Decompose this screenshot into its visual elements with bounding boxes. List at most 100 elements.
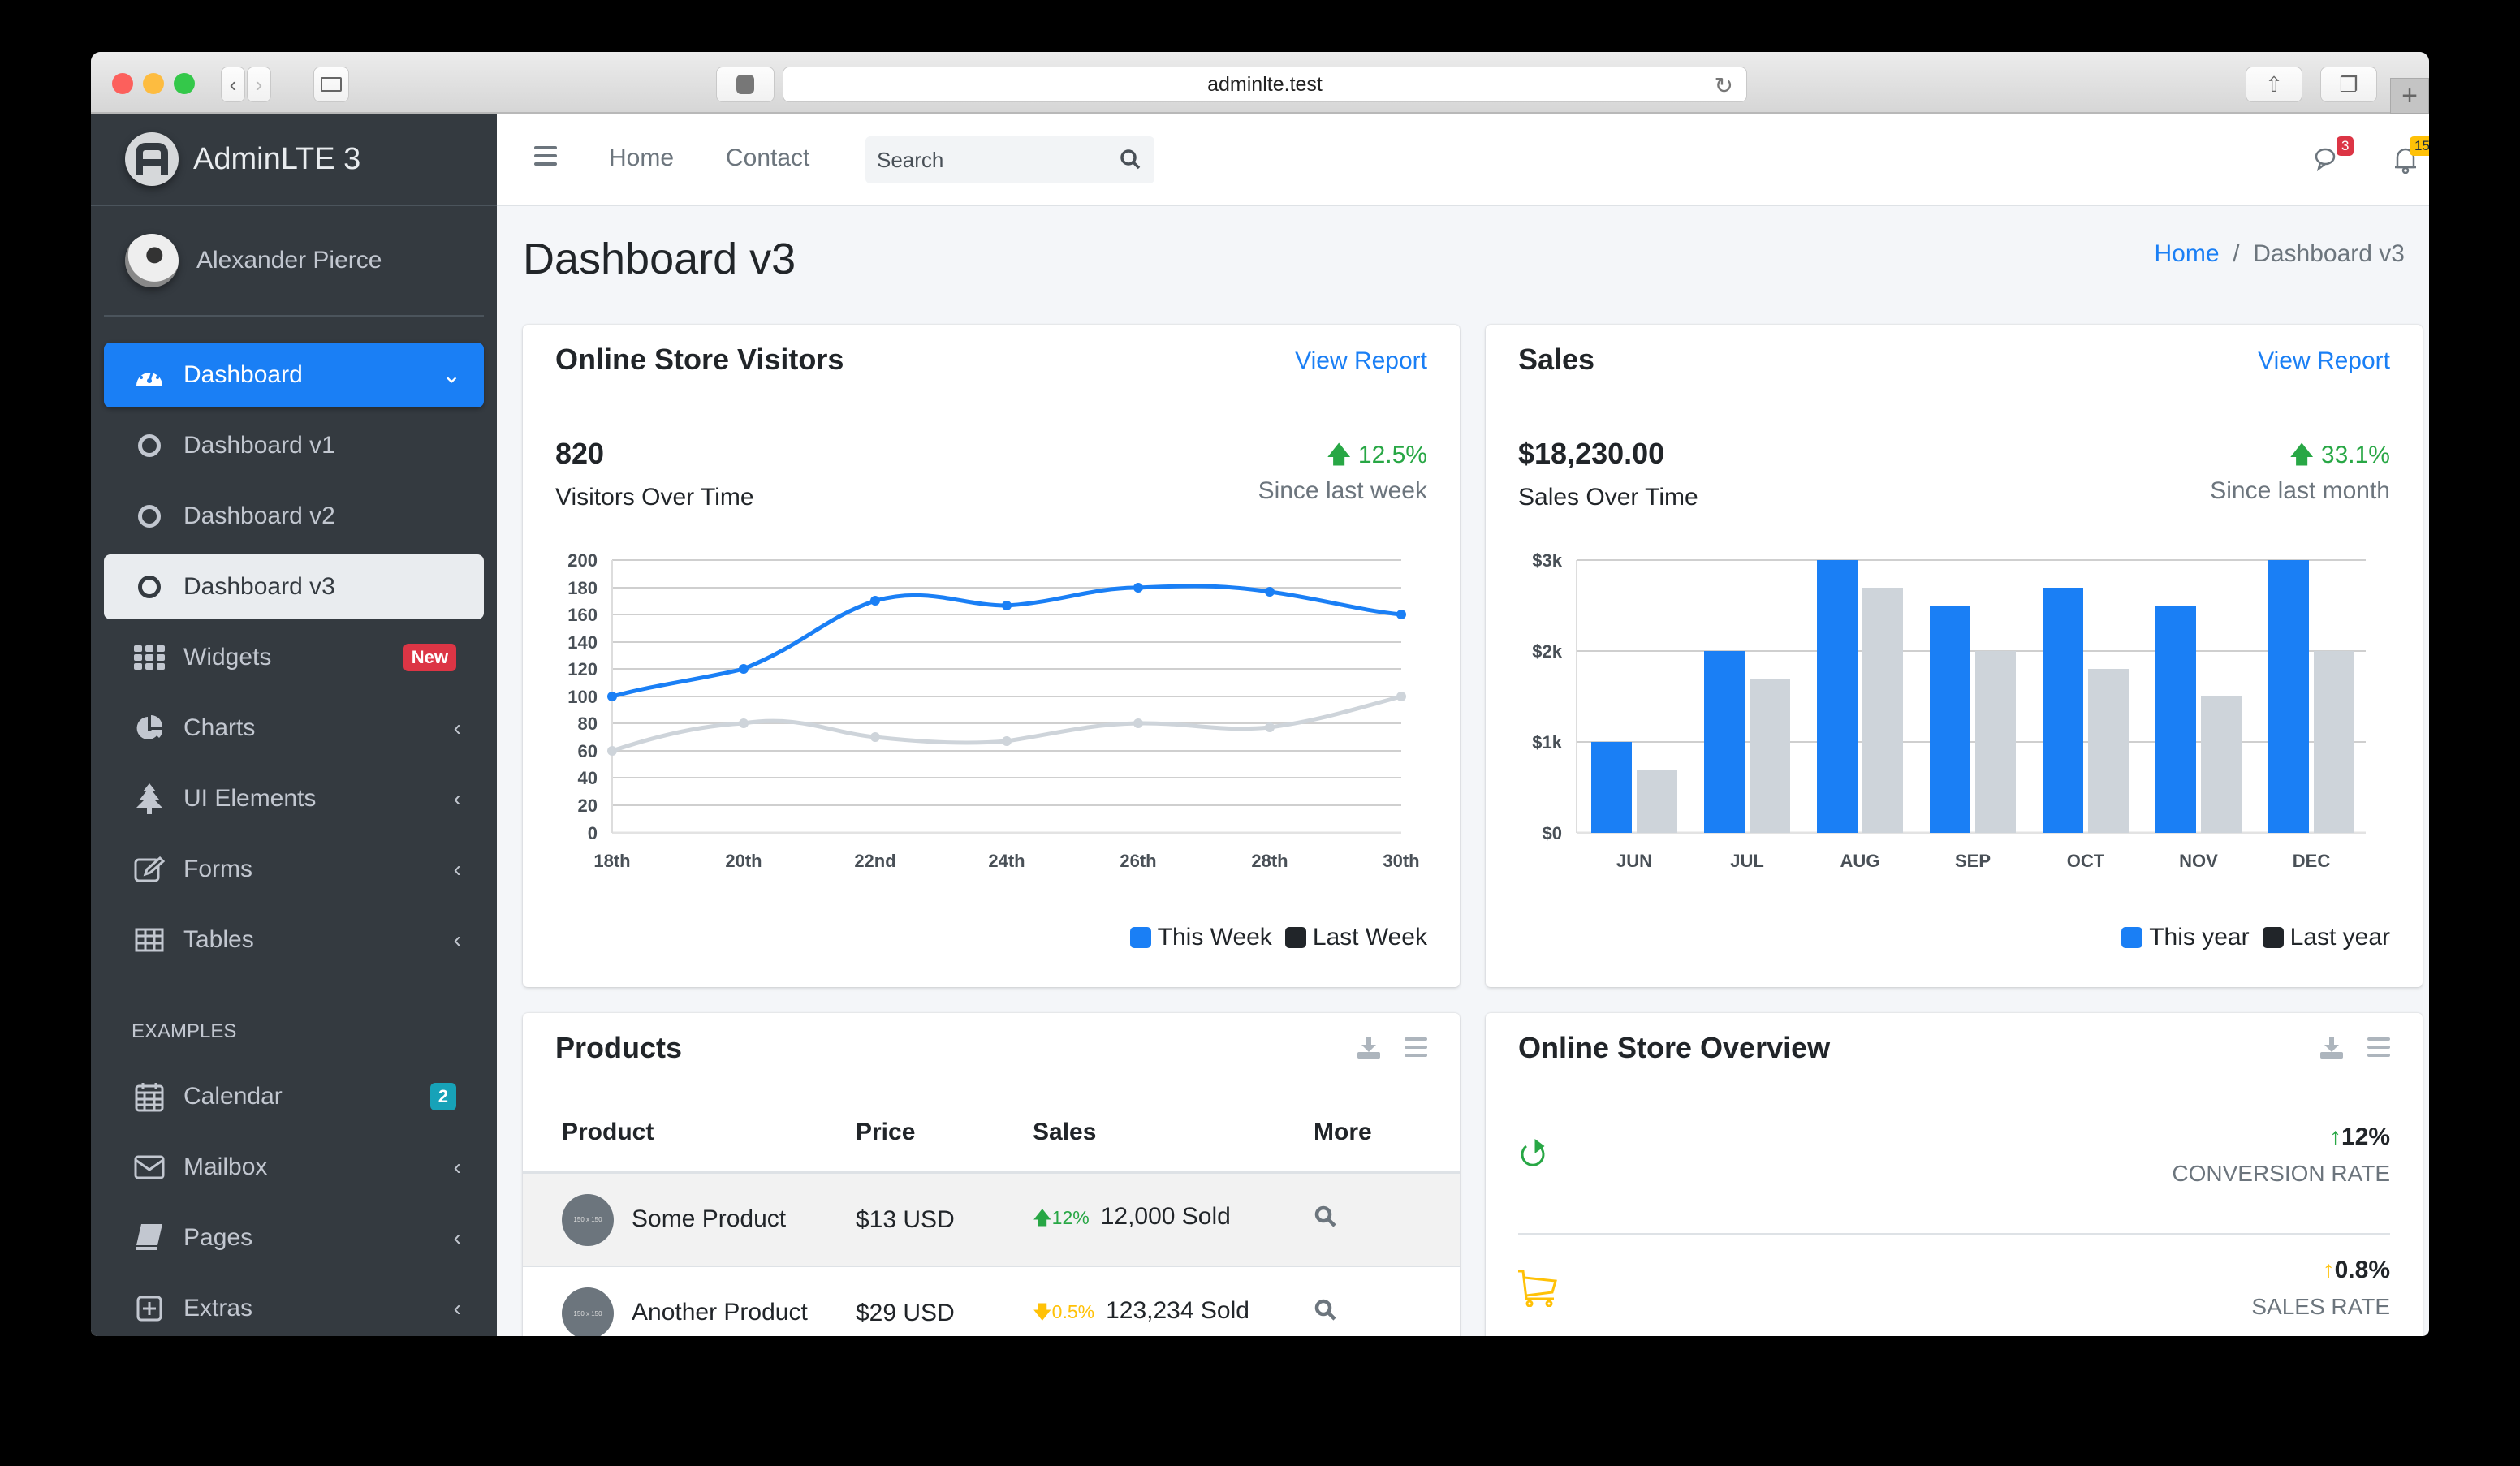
sidebar-item-forms[interactable]: Forms ‹ <box>104 837 484 902</box>
address-bar[interactable]: adminlte.test ↻ <box>783 67 1747 102</box>
column-header-sales: Sales <box>1033 1094 1314 1174</box>
legend-label-this-year: This year <box>2149 924 2250 951</box>
product-cell: 150 x 150 Some Product <box>523 1172 856 1267</box>
menu-bars-icon[interactable] <box>1405 1037 1427 1063</box>
card-title: Products <box>555 1031 683 1064</box>
search-icon[interactable] <box>1314 1299 1338 1328</box>
user-name: Alexander Pierce <box>196 247 382 274</box>
sidebar-item-tables[interactable]: Tables ‹ <box>104 908 484 972</box>
svg-text:30th: 30th <box>1383 851 1419 871</box>
svg-text:DEC: DEC <box>2293 851 2331 871</box>
pie-chart-icon <box>133 714 166 743</box>
brand-logo-icon <box>125 132 179 186</box>
legend-label-last-year: Last year <box>2289 924 2390 951</box>
legend-swatch-this-year <box>2121 927 2143 948</box>
search-icon[interactable] <box>1119 148 1141 176</box>
legend-swatch-last-week <box>1284 927 1306 948</box>
download-icon[interactable] <box>2320 1037 2343 1063</box>
user-panel[interactable]: Alexander Pierce <box>104 206 484 317</box>
product-more[interactable] <box>1314 1172 1460 1267</box>
product-image: 150 x 150 <box>562 1193 614 1246</box>
product-sales: 🡇0.5% 123,234 Sold <box>1033 1266 1314 1336</box>
sidebar-item-label: Pages <box>183 1224 253 1251</box>
refresh-icon <box>1518 1138 1547 1175</box>
svg-text:$1k: $1k <box>1532 732 1562 752</box>
nav-link-home[interactable]: Home <box>609 144 675 171</box>
chevron-left-icon: ‹ <box>453 1154 461 1179</box>
chevron-left-icon: ‹ <box>453 715 461 740</box>
sidebar-item-dashboard-v2[interactable]: Dashboard v2 <box>104 484 484 549</box>
svg-text:80: 80 <box>578 714 598 734</box>
chevron-left-icon: ‹ <box>453 1296 461 1321</box>
breadcrumb: Home / Dashboard v3 <box>2154 240 2405 268</box>
tree-icon <box>133 783 166 814</box>
tabs-button[interactable]: ❐ <box>2320 67 2377 102</box>
minimize-window-button[interactable] <box>143 73 164 94</box>
sidebar-item-calendar[interactable]: Calendar 2 <box>104 1064 484 1129</box>
sidebar-icon <box>321 77 342 92</box>
sidebar-toggle-button[interactable] <box>313 67 349 102</box>
card-title: Online Store Overview <box>1518 1031 1831 1064</box>
sidebar-item-widgets[interactable]: Widgets New <box>104 625 484 690</box>
bell-icon[interactable] <box>2393 146 2418 180</box>
svg-text:28th: 28th <box>1251 851 1288 871</box>
nav-link-contact[interactable]: Contact <box>726 144 810 171</box>
svg-text:40: 40 <box>578 768 598 788</box>
sidebar-item-dashboard-v3[interactable]: Dashboard v3 <box>104 554 484 619</box>
content-blocker-button[interactable] <box>716 67 775 102</box>
sales-change: 🡅 33.1% <box>2289 442 2390 468</box>
new-tab-button[interactable]: + <box>2390 78 2429 114</box>
menu-bars-icon[interactable] <box>2367 1037 2390 1063</box>
chevron-left-icon: ‹ <box>229 71 237 97</box>
svg-text:160: 160 <box>567 605 598 625</box>
brand-text: AdminLTE 3 <box>193 141 361 176</box>
column-header-more: More <box>1314 1094 1460 1174</box>
table-row[interactable]: 150 x 150 Some Product $13 USD 🡅12% 12,000… <box>523 1172 1460 1267</box>
product-sales: 🡅12% 12,000 Sold <box>1033 1172 1314 1267</box>
conversion-rate-value: ↑12% <box>2328 1123 2390 1150</box>
sidebar-item-dashboard[interactable]: Dashboard ⌄ <box>104 343 484 407</box>
menu-toggle-icon[interactable] <box>534 146 557 170</box>
svg-text:26th: 26th <box>1120 851 1156 871</box>
chevron-left-icon: ‹ <box>453 1225 461 1250</box>
download-icon[interactable] <box>1357 1037 1380 1063</box>
sidebar-item-mailbox[interactable]: Mailbox ‹ <box>104 1135 484 1200</box>
view-report-link[interactable]: View Report <box>1295 347 1427 374</box>
sidebar-item-label: Dashboard <box>183 361 303 388</box>
svg-text:180: 180 <box>567 578 598 598</box>
th-icon <box>133 645 166 670</box>
avatar <box>125 234 179 287</box>
sidebar-item-dashboard-v1[interactable]: Dashboard v1 <box>104 413 484 478</box>
sidebar: AdminLTE 3 Alexander Pierce Dashboard ⌄ … <box>91 114 497 1336</box>
svg-text:200: 200 <box>567 550 598 571</box>
forward-button[interactable]: › <box>247 67 271 102</box>
svg-text:18th: 18th <box>593 851 630 871</box>
tabs-icon: ❐ <box>2339 71 2358 97</box>
view-report-link[interactable]: View Report <box>2258 347 2390 374</box>
back-button[interactable]: ‹ <box>221 67 245 102</box>
brand-link[interactable]: AdminLTE 3 <box>91 114 497 206</box>
sidebar-item-pages[interactable]: Pages ‹ <box>104 1205 484 1270</box>
breadcrumb-home[interactable]: Home <box>2154 240 2220 267</box>
table-row[interactable]: 150 x 150 Another Product $29 USD 🡇0.5% 12… <box>523 1266 1460 1336</box>
maximize-window-button[interactable] <box>174 73 195 94</box>
messages-icon[interactable] <box>2314 146 2341 179</box>
product-more[interactable] <box>1314 1266 1460 1336</box>
share-button[interactable]: ⇧ <box>2246 67 2302 102</box>
close-window-button[interactable] <box>112 73 133 94</box>
sidebar-item-label: Dashboard v3 <box>183 573 335 600</box>
search-icon[interactable] <box>1314 1205 1338 1235</box>
svg-text:$0: $0 <box>1543 823 1562 843</box>
sidebar-item-charts[interactable]: Charts ‹ <box>104 696 484 761</box>
browser-toolbar: ‹ › adminlte.test ↻ ⇧ ❐ + <box>91 52 2429 114</box>
chevron-left-icon: ‹ <box>453 856 461 882</box>
sidebar-item-extras[interactable]: Extras ‹ <box>104 1276 484 1336</box>
sidebar-item-label: Widgets <box>183 644 272 670</box>
reload-icon[interactable]: ↻ <box>1714 73 1733 98</box>
svg-text:SEP: SEP <box>1955 851 1991 871</box>
search-input[interactable]: Search <box>865 136 1154 183</box>
plus-square-icon <box>133 1296 166 1322</box>
sales-rate-value: ↑0.8% <box>2322 1257 2390 1283</box>
sidebar-item-ui-elements[interactable]: UI Elements ‹ <box>104 766 484 831</box>
